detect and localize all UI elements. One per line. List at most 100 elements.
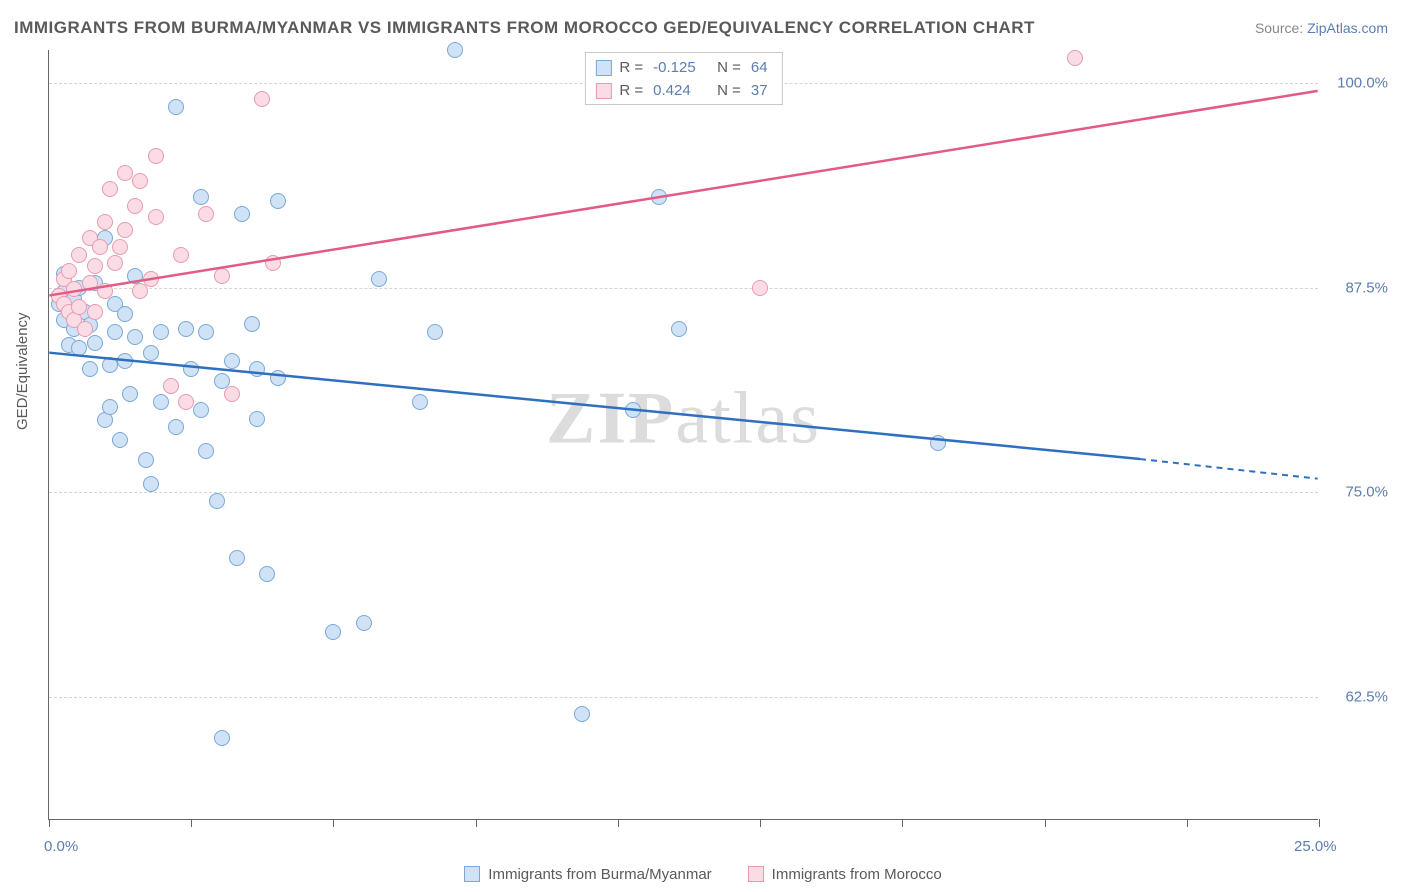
n-value: 37: [751, 80, 768, 103]
data-point-burma: [671, 321, 687, 337]
data-point-morocco: [148, 209, 164, 225]
x-tick: [1319, 819, 1320, 827]
series-legend-item-morocco: Immigrants from Morocco: [748, 866, 942, 883]
data-point-burma: [102, 357, 118, 373]
data-point-morocco: [117, 165, 133, 181]
x-tick: [191, 819, 192, 827]
data-point-burma: [270, 370, 286, 386]
data-point-burma: [259, 566, 275, 582]
data-point-burma: [127, 268, 143, 284]
n-label: N =: [717, 57, 741, 80]
source-link[interactable]: ZipAtlas.com: [1307, 20, 1388, 36]
series-label: Immigrants from Morocco: [772, 866, 942, 883]
data-point-burma: [249, 411, 265, 427]
data-point-burma: [143, 345, 159, 361]
data-point-morocco: [178, 394, 194, 410]
watermark: ZIPatlas: [546, 377, 821, 462]
data-point-burma: [193, 402, 209, 418]
gridline: [49, 697, 1318, 698]
data-point-burma: [71, 340, 87, 356]
x-tick: [618, 819, 619, 827]
trendline-extrapolation-burma: [1140, 459, 1318, 479]
data-point-burma: [153, 324, 169, 340]
data-point-burma: [102, 399, 118, 415]
x-tick: [49, 819, 50, 827]
data-point-burma: [193, 189, 209, 205]
data-point-morocco: [224, 386, 240, 402]
y-tick-label: 75.0%: [1328, 484, 1388, 501]
data-point-morocco: [82, 275, 98, 291]
source-attribution: Source: ZipAtlas.com: [1255, 20, 1388, 36]
legend-swatch: [595, 83, 611, 99]
data-point-morocco: [97, 214, 113, 230]
data-point-burma: [168, 99, 184, 115]
data-point-morocco: [214, 268, 230, 284]
x-axis-label-max: 25.0%: [1294, 838, 1337, 855]
data-point-burma: [325, 624, 341, 640]
x-tick: [333, 819, 334, 827]
data-point-morocco: [148, 148, 164, 164]
legend-swatch: [595, 60, 611, 76]
x-tick: [1045, 819, 1046, 827]
data-point-burma: [117, 306, 133, 322]
data-point-morocco: [112, 239, 128, 255]
data-point-burma: [214, 730, 230, 746]
data-point-morocco: [97, 283, 113, 299]
data-point-burma: [87, 335, 103, 351]
data-point-burma: [574, 706, 590, 722]
data-point-burma: [270, 193, 286, 209]
data-point-morocco: [117, 222, 133, 238]
data-point-morocco: [132, 173, 148, 189]
data-point-burma: [112, 432, 128, 448]
data-point-morocco: [92, 239, 108, 255]
scatter-plot-area: ZIPatlas R =-0.125N =64R =0.424N =37 62.…: [48, 50, 1318, 820]
data-point-morocco: [87, 304, 103, 320]
data-point-burma: [244, 316, 260, 332]
data-point-burma: [178, 321, 194, 337]
data-point-burma: [153, 394, 169, 410]
data-point-burma: [122, 386, 138, 402]
chart-title: IMMIGRANTS FROM BURMA/MYANMAR VS IMMIGRA…: [14, 18, 1035, 38]
data-point-morocco: [1067, 50, 1083, 66]
data-point-burma: [249, 361, 265, 377]
data-point-morocco: [102, 181, 118, 197]
data-point-burma: [234, 206, 250, 222]
data-point-morocco: [127, 198, 143, 214]
trend-lines-layer: [49, 50, 1318, 819]
data-point-morocco: [66, 281, 82, 297]
data-point-morocco: [752, 280, 768, 296]
x-axis-label-min: 0.0%: [44, 838, 78, 855]
data-point-burma: [356, 615, 372, 631]
trendline-morocco: [49, 91, 1317, 296]
series-legend-item-burma: Immigrants from Burma/Myanmar: [464, 866, 711, 883]
x-tick: [760, 819, 761, 827]
data-point-burma: [183, 361, 199, 377]
source-label: Source:: [1255, 20, 1307, 36]
y-tick-label: 87.5%: [1328, 279, 1388, 296]
n-label: N =: [717, 80, 741, 103]
data-point-burma: [117, 353, 133, 369]
r-value: -0.125: [653, 57, 701, 80]
data-point-burma: [198, 443, 214, 459]
data-point-burma: [138, 452, 154, 468]
data-point-morocco: [143, 271, 159, 287]
data-point-burma: [447, 42, 463, 58]
y-tick-label: 100.0%: [1328, 74, 1388, 91]
legend-row-morocco: R =0.424N =37: [595, 80, 767, 103]
data-point-burma: [427, 324, 443, 340]
data-point-morocco: [61, 263, 77, 279]
data-point-burma: [930, 435, 946, 451]
data-point-morocco: [107, 255, 123, 271]
legend-swatch: [464, 866, 480, 882]
data-point-burma: [168, 419, 184, 435]
data-point-burma: [82, 361, 98, 377]
legend-row-burma: R =-0.125N =64: [595, 57, 767, 80]
r-label: R =: [619, 57, 643, 80]
gridline: [49, 288, 1318, 289]
data-point-burma: [229, 550, 245, 566]
data-point-morocco: [163, 378, 179, 394]
data-point-burma: [127, 329, 143, 345]
data-point-burma: [198, 324, 214, 340]
y-axis-title: GED/Equivalency: [14, 312, 31, 430]
data-point-burma: [209, 493, 225, 509]
